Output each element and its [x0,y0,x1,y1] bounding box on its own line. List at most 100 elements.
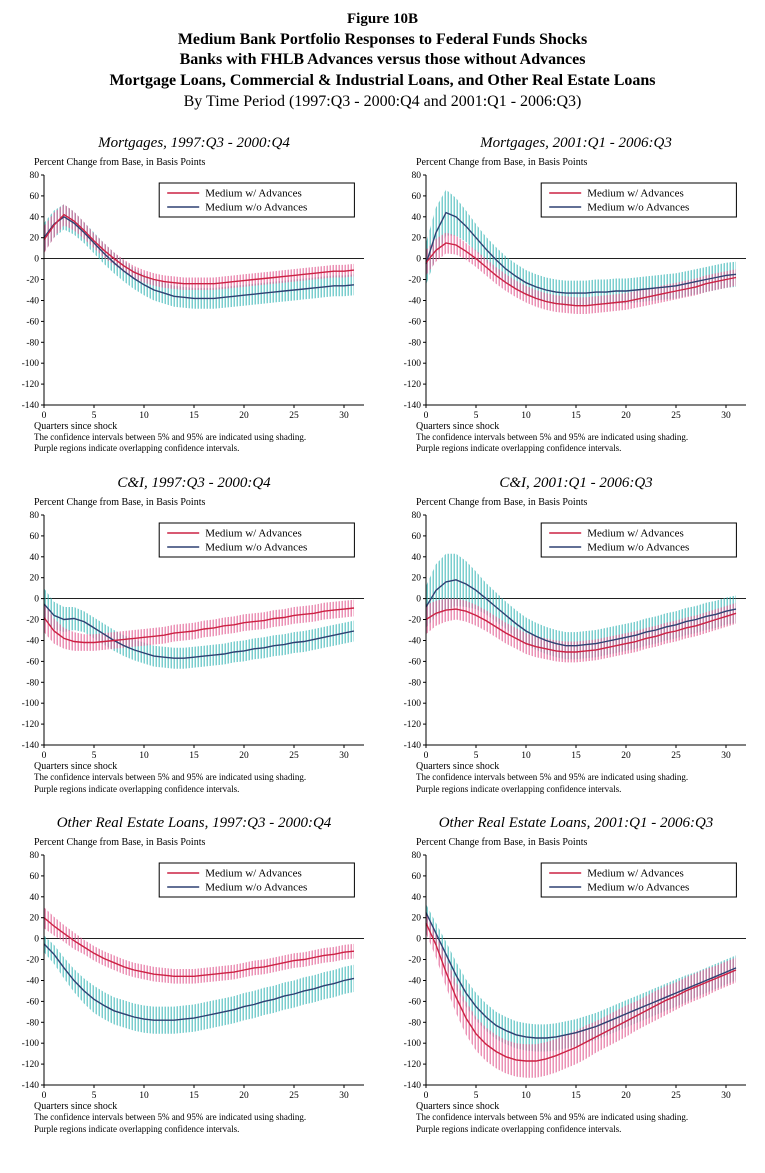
panel-mortgages-2001-2006: Mortgages, 2001:Q1 - 2006:Q3 Percent Cha… [390,135,762,455]
svg-text:-60: -60 [408,657,421,667]
svg-text:20: 20 [239,411,249,421]
svg-text:20: 20 [412,233,422,243]
svg-text:-120: -120 [404,1061,422,1071]
svg-text:0: 0 [424,411,429,421]
svg-text:5: 5 [474,751,479,761]
footnote-shading: The confidence intervals between 5% and … [416,431,689,442]
footnote-shading: The confidence intervals between 5% and … [34,772,307,783]
svg-text:-20: -20 [26,956,39,966]
svg-text:-100: -100 [404,1040,422,1050]
footnote-purple: Purple regions indicate overlapping conf… [416,443,622,454]
svg-text:-40: -40 [26,296,39,306]
x-axis-caption: Quarters since shock [416,1101,500,1113]
svg-text:5: 5 [474,1091,479,1101]
svg-text:25: 25 [289,1091,299,1101]
svg-text:20: 20 [621,411,631,421]
footnote-purple: Purple regions indicate overlapping conf… [34,443,240,454]
svg-text:Medium w/ Advances: Medium w/ Advances [587,528,684,540]
svg-text:20: 20 [30,574,40,584]
svg-text:-60: -60 [408,998,421,1008]
svg-text:Medium w/o Advances: Medium w/o Advances [587,542,689,554]
svg-text:40: 40 [30,212,40,222]
svg-text:80: 80 [30,851,40,861]
svg-text:40: 40 [30,553,40,563]
svg-text:-60: -60 [26,657,39,667]
y-axis-caption: Percent Change from Base, in Basis Point… [34,837,206,849]
svg-text:0: 0 [42,411,47,421]
x-axis-caption: Quarters since shock [416,761,500,773]
svg-text:30: 30 [721,751,731,761]
svg-text:-100: -100 [22,359,40,369]
svg-text:-60: -60 [26,317,39,327]
svg-text:20: 20 [621,751,631,761]
svg-text:-40: -40 [408,637,421,647]
x-axis-caption: Quarters since shock [34,1101,118,1113]
svg-text:80: 80 [412,511,422,521]
svg-text:-140: -140 [404,1081,422,1091]
svg-text:-100: -100 [22,699,40,709]
svg-text:10: 10 [139,411,149,421]
svg-text:-100: -100 [22,1040,40,1050]
svg-text:30: 30 [339,411,349,421]
svg-text:20: 20 [30,914,40,924]
svg-text:15: 15 [571,1091,581,1101]
svg-text:-140: -140 [22,401,40,411]
svg-text:20: 20 [239,1091,249,1101]
svg-text:Medium w/ Advances: Medium w/ Advances [587,868,684,880]
svg-text:-100: -100 [404,359,422,369]
svg-text:-40: -40 [26,637,39,647]
svg-text:Medium w/o Advances: Medium w/o Advances [205,882,307,894]
svg-text:10: 10 [521,1091,531,1101]
y-axis-caption: Percent Change from Base, in Basis Point… [416,156,588,168]
svg-text:-140: -140 [404,401,422,411]
y-axis-caption: Percent Change from Base, in Basis Point… [34,156,206,168]
svg-text:20: 20 [412,574,422,584]
panel-title: Mortgages, 2001:Q1 - 2006:Q3 [480,134,672,151]
svg-text:0: 0 [424,751,429,761]
x-axis-caption: Quarters since shock [34,420,118,432]
svg-text:40: 40 [30,893,40,903]
svg-text:40: 40 [412,553,422,563]
svg-text:Medium w/o Advances: Medium w/o Advances [205,201,307,213]
svg-text:30: 30 [339,751,349,761]
figure-page: Figure 10B Medium Bank Portfolio Respons… [8,11,762,1135]
svg-text:-20: -20 [26,616,39,626]
svg-text:0: 0 [416,254,421,264]
svg-text:60: 60 [412,192,422,202]
svg-text:20: 20 [412,914,422,924]
svg-text:0: 0 [424,1091,429,1101]
svg-text:15: 15 [571,411,581,421]
panel-ci-1997-2000: C&I, 1997:Q3 - 2000:Q4 Percent Change fr… [8,475,380,795]
footnote-purple: Purple regions indicate overlapping conf… [416,1124,622,1135]
svg-text:-120: -120 [22,1061,40,1071]
y-axis-caption: Percent Change from Base, in Basis Point… [416,497,588,509]
svg-text:60: 60 [30,192,40,202]
svg-text:0: 0 [416,595,421,605]
svg-text:-20: -20 [26,275,39,285]
svg-text:0: 0 [416,935,421,945]
svg-text:Medium w/ Advances: Medium w/ Advances [205,868,302,880]
figure-subtitle: By Time Period (1997:Q3 - 2000:Q4 and 20… [183,92,582,110]
svg-text:-40: -40 [26,977,39,987]
svg-text:-80: -80 [26,338,39,348]
svg-text:-40: -40 [408,296,421,306]
figure-title-line-3: Mortgage Loans, Commercial & Industrial … [109,72,656,90]
panel-title: C&I, 2001:Q1 - 2006:Q3 [499,475,653,492]
svg-text:10: 10 [139,751,149,761]
svg-text:25: 25 [671,411,681,421]
svg-text:25: 25 [671,1091,681,1101]
svg-text:10: 10 [521,411,531,421]
svg-text:-80: -80 [26,678,39,688]
svg-text:Medium w/o Advances: Medium w/o Advances [205,542,307,554]
svg-text:80: 80 [412,171,422,181]
svg-text:60: 60 [30,872,40,882]
svg-text:-60: -60 [408,317,421,327]
svg-text:15: 15 [189,411,199,421]
svg-text:30: 30 [721,411,731,421]
footnote-purple: Purple regions indicate overlapping conf… [34,1124,240,1135]
svg-text:25: 25 [289,411,299,421]
